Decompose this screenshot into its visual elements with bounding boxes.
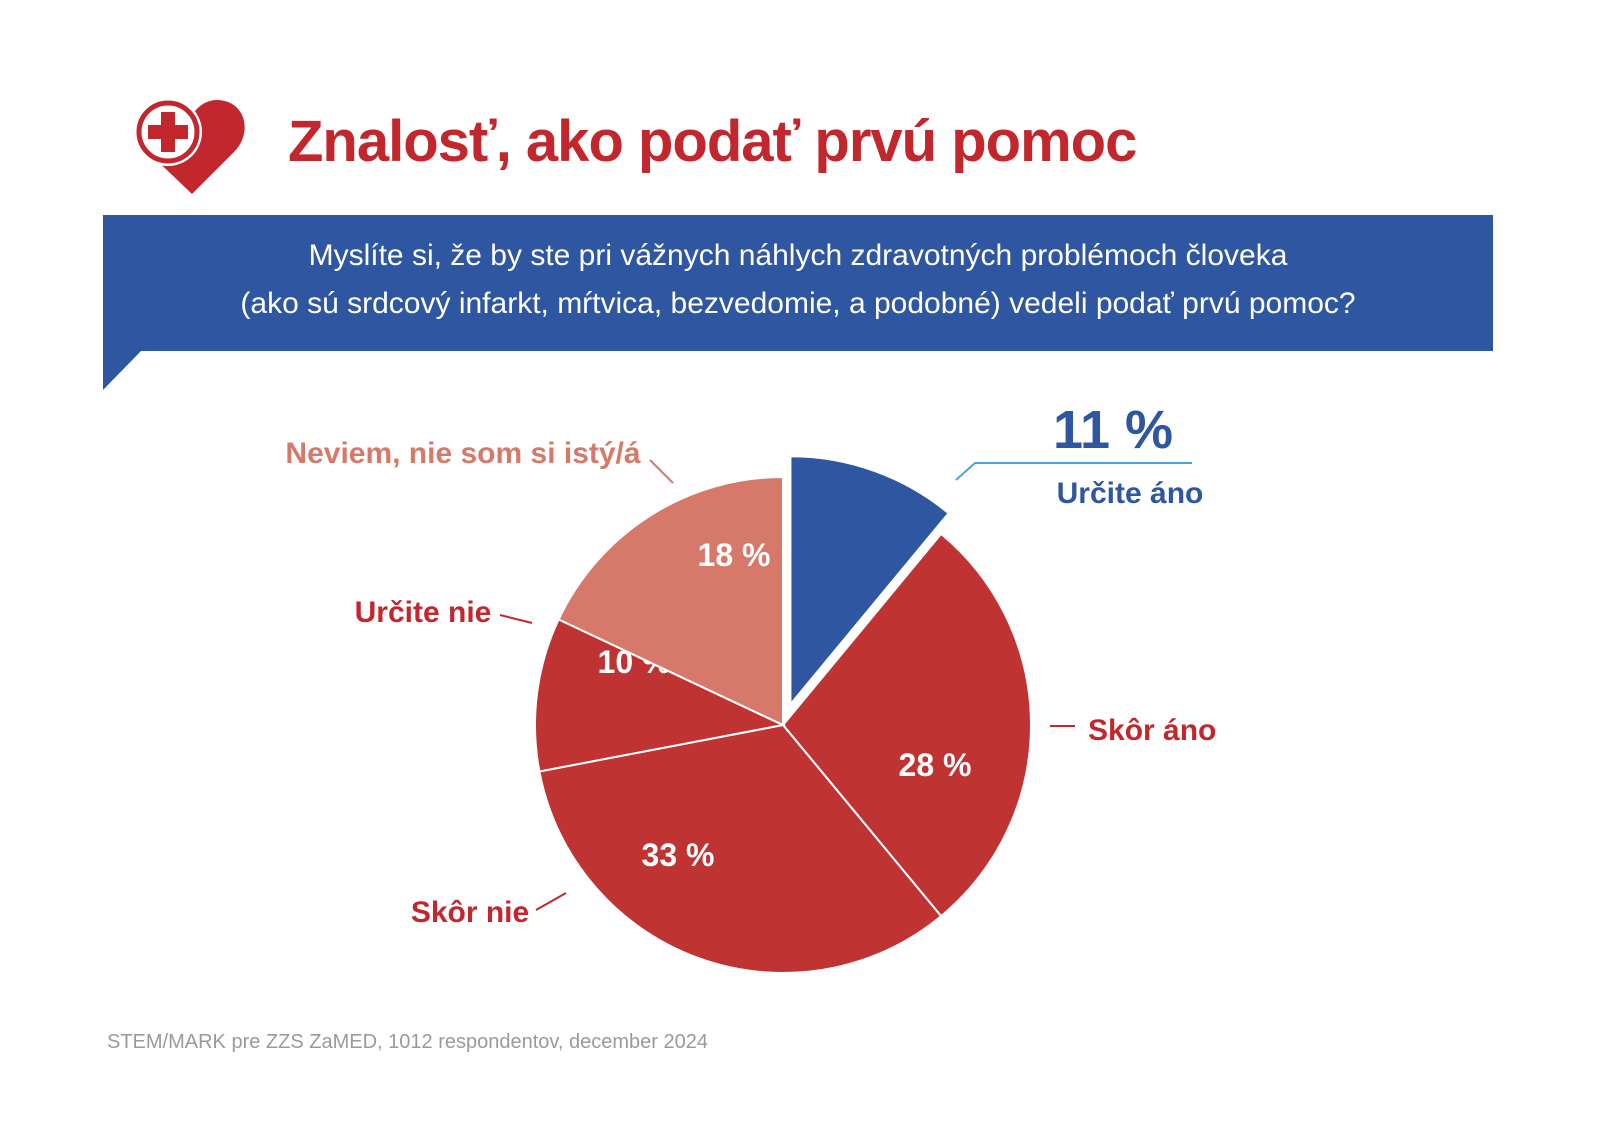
pie-slice-urcite-ano [789,455,950,708]
page-title: Znalosť, ako podať prvú pomoc [288,109,1137,174]
slice-label-urcite-ano: Určite áno [1057,477,1204,510]
slice-label-neviem-nie-som-si-isty-a: Neviem, nie som si istý/á [285,437,640,470]
slice-label-skor-ano: Skôr áno [1088,714,1216,747]
slice-label-skor-nie: Skôr nie [411,896,529,929]
heart-cross-icon [134,98,245,194]
leader-line-urcite-nie [499,614,533,624]
slice-value-skor-ano: 28 % [899,747,972,783]
pie-slice-skor-nie [538,723,943,974]
leader-line-urcite-ano [955,462,1192,481]
question-banner [103,215,1493,390]
slice-value-neviem-nie-som-si-isty-a: 18 % [698,537,771,573]
pie-slice-neviem-nie-som-si-isty-a [557,475,784,727]
question-text: Myslíte si, že by ste pri vážnych náhlyc… [103,232,1493,328]
slice-value-urcite-ano: 11 % [1053,400,1173,460]
leader-line-skor-nie [535,892,567,911]
pie-slice-urcite-nie [534,618,787,773]
question-line-2: (ako sú srdcový infarkt, mŕtvica, bezved… [240,287,1356,320]
pie-slice-skor-ano [781,532,1032,918]
slice-label-urcite-nie: Určite nie [355,596,492,629]
source-note: STEM/MARK pre ZZS ZaMED, 1012 respondent… [107,1031,709,1053]
slice-value-skor-nie: 33 % [642,837,715,873]
leader-line-neviem-nie-som-si-isty-a [649,459,674,484]
question-line-1: Myslíte si, že by ste pri vážnych náhlyc… [308,239,1288,272]
